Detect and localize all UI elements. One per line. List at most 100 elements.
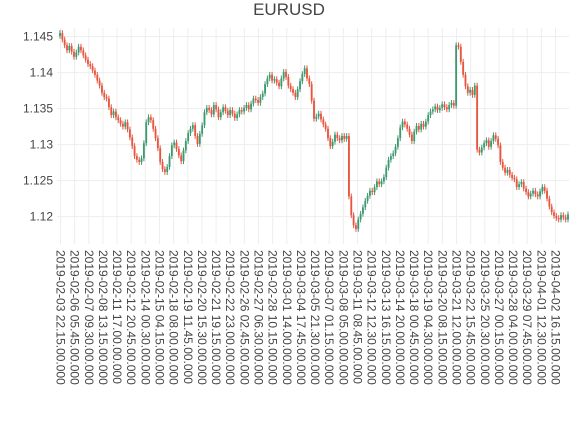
- y-tick-label: 1.14: [30, 66, 54, 80]
- candle-body-up: [77, 46, 80, 53]
- candle-body-up: [273, 79, 276, 81]
- candle: [180, 152, 183, 165]
- x-tick-label: 2019-02-26 02.45.00.000: [237, 250, 251, 385]
- candle: [108, 95, 110, 111]
- candle-body-down: [445, 107, 448, 110]
- candle-body-up: [373, 187, 376, 193]
- candle-body-up: [362, 207, 364, 214]
- candle: [334, 131, 336, 145]
- candle-body-up: [331, 141, 334, 147]
- candle-body-up: [448, 105, 451, 110]
- candle-body-up: [483, 143, 486, 148]
- candle: [490, 138, 493, 150]
- candle: [455, 42, 458, 109]
- candle-body-down: [101, 85, 103, 93]
- candle-body-down: [159, 148, 162, 162]
- candle-body-down: [327, 128, 329, 139]
- candle-body-down: [329, 138, 332, 147]
- candle-body-up: [424, 121, 427, 127]
- candle-body-down: [138, 159, 141, 162]
- candle-body-down: [548, 198, 551, 207]
- candle-body-up: [455, 45, 458, 106]
- candle-body-up: [168, 156, 171, 167]
- candle-body-down: [103, 92, 106, 98]
- candle-body-down: [494, 135, 497, 139]
- candle-body-down: [555, 215, 558, 219]
- candle-body-down: [285, 71, 287, 77]
- candle: [187, 130, 190, 144]
- candle: [336, 131, 339, 142]
- candle: [506, 166, 509, 176]
- candle: [310, 81, 313, 104]
- candle-body-up: [396, 138, 399, 147]
- candle-body-up: [541, 187, 544, 192]
- candle: [308, 75, 311, 88]
- candle-body-down: [292, 89, 294, 93]
- candle: [217, 106, 220, 121]
- candle-body-down: [108, 98, 110, 108]
- candle: [338, 135, 341, 144]
- candle: [231, 107, 234, 117]
- candle: [315, 113, 318, 122]
- candle-body-down: [63, 39, 66, 46]
- candle-body-up: [357, 219, 360, 229]
- candle-body-up: [280, 78, 283, 87]
- candle: [541, 184, 544, 195]
- candle-body-up: [485, 140, 488, 144]
- candle-body-down: [546, 190, 548, 199]
- candle-body-up: [201, 125, 204, 134]
- candle: [534, 187, 537, 198]
- candle: [473, 82, 476, 98]
- candle: [264, 81, 266, 97]
- candle: [445, 104, 448, 113]
- candle-body-down: [403, 121, 406, 125]
- candle-body-down: [215, 105, 218, 110]
- candle: [536, 191, 539, 200]
- candle: [378, 178, 381, 188]
- candle: [480, 144, 483, 156]
- candle: [126, 119, 129, 133]
- candle-body-down: [278, 82, 280, 87]
- candle-body-down: [508, 169, 511, 175]
- x-tick-label: 2019-02-11 17.00.00.000: [110, 250, 124, 384]
- candle: [387, 156, 390, 171]
- candle-body-down: [336, 134, 339, 139]
- candle: [70, 43, 73, 55]
- candle-body-up: [212, 105, 215, 115]
- candle: [557, 215, 560, 223]
- candle-body-up: [380, 181, 383, 185]
- candle: [385, 164, 388, 180]
- candle: [173, 139, 176, 149]
- candle: [203, 109, 206, 129]
- candle: [215, 102, 218, 113]
- candles-layer: [59, 30, 569, 232]
- candle-body-up: [532, 190, 534, 194]
- candle-body-up: [112, 111, 115, 116]
- candle: [450, 100, 453, 108]
- candle-body-down: [476, 85, 479, 150]
- candle-body-down: [82, 50, 85, 56]
- candle-body-up: [382, 177, 385, 182]
- candle: [149, 114, 152, 124]
- x-tick-label: 2019-03-27 00.15.00.000: [492, 250, 506, 385]
- candle-body-up: [492, 135, 495, 142]
- candle-body-up: [268, 74, 271, 79]
- x-tick-label: 2019-03-01 14.00.00.000: [280, 250, 294, 385]
- candle: [63, 36, 66, 49]
- candle: [75, 49, 78, 60]
- candle: [121, 120, 124, 130]
- candle: [145, 119, 148, 147]
- candle-body-down: [417, 125, 420, 130]
- candle-body-up: [560, 215, 562, 220]
- candle: [294, 89, 297, 100]
- candle: [292, 86, 294, 96]
- candle-body-up: [392, 153, 395, 157]
- candle: [182, 147, 185, 165]
- x-tick-label: 2019-02-12 20.45.00.000: [124, 250, 138, 385]
- candle-body-up: [364, 200, 367, 208]
- y-tick-label: 1.135: [23, 102, 53, 116]
- candle-body-up: [250, 103, 253, 110]
- candle: [282, 69, 285, 82]
